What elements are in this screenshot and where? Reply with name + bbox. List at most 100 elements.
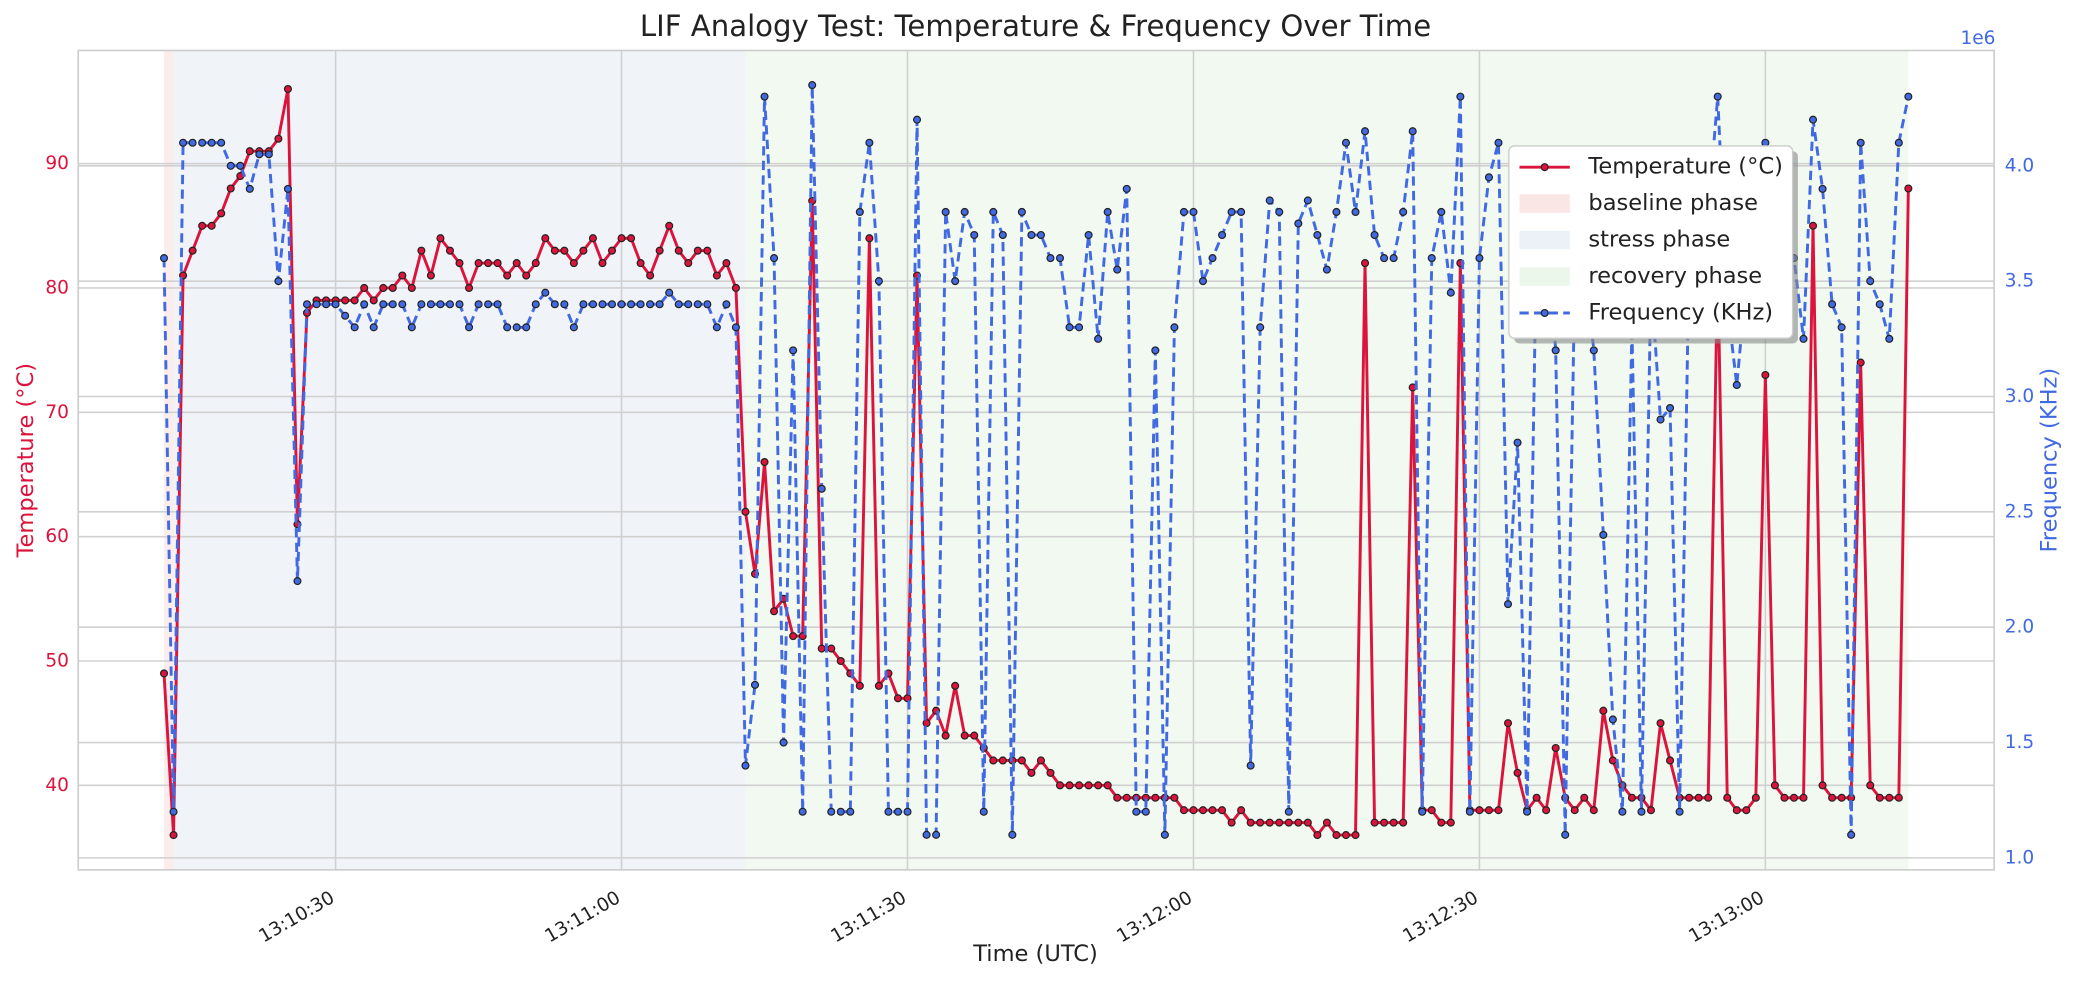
data-point: [970, 731, 979, 740]
data-point: [1484, 173, 1493, 182]
data-point: [903, 694, 912, 703]
data-point: [798, 807, 807, 816]
data-point: [226, 184, 235, 193]
data-point: [1475, 806, 1484, 815]
data-point: [722, 300, 731, 309]
data-point: [302, 300, 312, 309]
data-point: [808, 81, 817, 90]
data-point: [1036, 756, 1045, 765]
data-point: [674, 246, 683, 255]
data-point: [1904, 92, 1913, 101]
data-point: [1294, 818, 1303, 827]
data-point: [1780, 793, 1789, 802]
data-point: [550, 246, 559, 255]
data-point: [1046, 768, 1055, 777]
data-point: [1380, 818, 1389, 827]
data-point: [474, 259, 483, 268]
data-point: [283, 184, 292, 193]
y-tick-label: 50: [45, 650, 69, 671]
data-point: [960, 207, 969, 217]
data-point: [903, 807, 912, 816]
data-point: [1075, 323, 1084, 332]
data-point: [703, 246, 712, 255]
data-point: [369, 323, 378, 332]
data-point: [588, 234, 597, 243]
data-point: [379, 300, 388, 309]
data-point: [341, 296, 350, 305]
y-tick-label: 70: [45, 402, 69, 423]
data-point: [1494, 806, 1503, 815]
data-point: [1189, 207, 1198, 217]
data-point: [1399, 818, 1408, 827]
legend-marker: [1540, 308, 1549, 318]
data-point: [1875, 300, 1884, 309]
data-point: [1904, 184, 1913, 193]
data-point: [1532, 793, 1541, 802]
data-point: [207, 221, 216, 230]
data-point: [741, 507, 750, 516]
data-point: [1484, 806, 1493, 815]
data-point: [617, 300, 626, 309]
data-point: [1732, 380, 1741, 390]
series-line: [162, 83, 1910, 837]
data-point: [817, 484, 826, 493]
data-point: [1599, 530, 1608, 539]
data-point: [636, 259, 645, 268]
data-point: [1751, 793, 1760, 802]
y-axis-label: Temperature (°C): [13, 363, 39, 558]
data-point: [1284, 807, 1293, 816]
data-point: [1360, 259, 1370, 268]
data-point: [646, 271, 655, 280]
data-point: [188, 138, 197, 147]
data-point: [1608, 756, 1617, 765]
data-point: [932, 830, 941, 839]
data-point: [236, 161, 245, 170]
data-point: [417, 246, 426, 255]
data-point: [1713, 92, 1722, 101]
data-point: [350, 296, 359, 305]
data-point: [1103, 207, 1112, 217]
data-point: [1685, 793, 1694, 802]
data-point: [1322, 818, 1331, 827]
data-point: [1513, 768, 1522, 777]
data-point: [598, 300, 607, 309]
data-point: [1789, 793, 1799, 802]
data-point: [1170, 793, 1179, 802]
data-point: [1742, 806, 1751, 815]
data-point: [912, 115, 922, 124]
data-point: [1055, 781, 1065, 790]
data-point: [1399, 207, 1408, 217]
data-point: [865, 138, 874, 147]
data-point: [1885, 793, 1894, 802]
data-point: [703, 300, 712, 309]
data-point: [827, 807, 836, 816]
data-point: [1818, 781, 1827, 790]
data-point: [1513, 438, 1522, 447]
data-point: [1227, 207, 1236, 217]
data-point: [245, 147, 254, 156]
data-point: [579, 246, 588, 255]
data-point: [1275, 818, 1284, 827]
data-point: [579, 300, 588, 309]
legend-label: baseline phase: [1588, 190, 1758, 216]
data-point: [398, 300, 407, 309]
data-point: [941, 207, 950, 217]
data-point: [398, 271, 407, 280]
data-point: [1837, 323, 1846, 332]
data-point: [665, 288, 674, 297]
data-point: [1055, 254, 1065, 263]
data-point: [569, 323, 578, 332]
series: [159, 81, 1913, 840]
data-point: [1799, 334, 1808, 343]
data-point: [836, 656, 845, 666]
data-point: [341, 311, 350, 320]
data-point: [1189, 806, 1198, 815]
data-point: [531, 259, 540, 268]
data-point: [1198, 277, 1208, 286]
grid: [78, 50, 1995, 870]
data-point: [179, 138, 188, 147]
data-point: [455, 300, 464, 309]
data-point: [1103, 781, 1112, 790]
data-point: [159, 669, 169, 678]
data-point: [760, 457, 769, 467]
